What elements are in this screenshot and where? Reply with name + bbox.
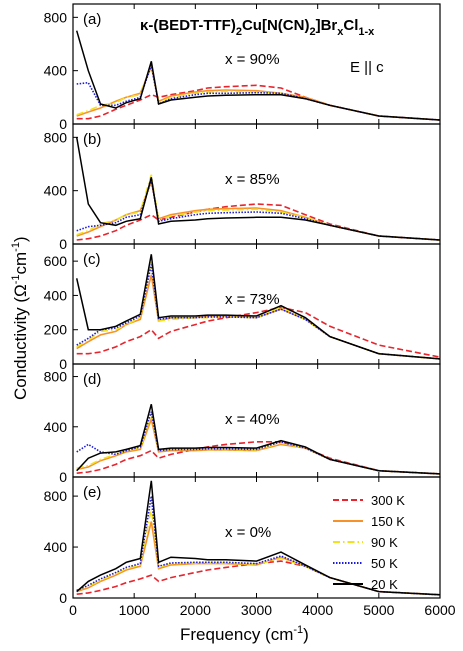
series-line-150k bbox=[76, 274, 441, 360]
series-line-300k bbox=[76, 560, 441, 596]
y-axis-title: Conductivity (Ω-1cm-1) bbox=[10, 236, 30, 400]
x-tick-label: 0 bbox=[69, 602, 77, 618]
panel-label: (a) bbox=[83, 11, 101, 28]
x-tick-label: 1000 bbox=[119, 602, 150, 618]
title-sub3: x bbox=[337, 26, 344, 38]
panel-2: 0 400 800 (b) x = 85% bbox=[44, 123, 441, 252]
y-tick-label: 800 bbox=[44, 129, 68, 145]
x-tick-label: 2000 bbox=[180, 602, 211, 618]
series-line-90k bbox=[76, 260, 441, 360]
title-sub2: 2 bbox=[309, 26, 315, 38]
y-tick-label: 0 bbox=[59, 469, 67, 485]
ylabel-end: ) bbox=[11, 236, 30, 242]
panel-x-label: x = 90% bbox=[225, 51, 280, 68]
figure-title: κ-(BEDT-TTF)2Cu[N(CN)2]BrxCl1-x bbox=[140, 17, 375, 38]
ylabel-sup2: -1 bbox=[10, 242, 22, 252]
title-sub1: 2 bbox=[236, 26, 242, 38]
legend-label: 150 K bbox=[371, 514, 405, 529]
series-line-300k bbox=[76, 84, 441, 121]
y-tick-label: 800 bbox=[44, 488, 68, 504]
legend-label: 300 K bbox=[371, 493, 405, 508]
title-mid3: Cl bbox=[343, 17, 358, 34]
series-line-300k bbox=[76, 440, 441, 475]
panel-x-label: x = 0% bbox=[225, 524, 271, 541]
y-tick-label: 0 bbox=[59, 116, 67, 132]
y-tick-label: 400 bbox=[44, 539, 68, 555]
x-tick-label: 6000 bbox=[424, 602, 455, 618]
series-line-50k bbox=[76, 264, 441, 360]
x-tick-label: 5000 bbox=[363, 602, 394, 618]
panel-1: 0 400 800 (a) x = 90% bbox=[44, 3, 441, 132]
series-line-150k bbox=[76, 178, 441, 241]
series-line-20k bbox=[75, 137, 441, 241]
x-tick-label: 4000 bbox=[302, 602, 333, 618]
y-tick-label: 400 bbox=[44, 63, 68, 79]
series-line-50k bbox=[76, 179, 441, 241]
y-tick-label: 0 bbox=[59, 590, 67, 606]
legend-label: 20 K bbox=[371, 577, 398, 592]
series-line-300k bbox=[76, 306, 441, 358]
title-mid2: ]Br bbox=[316, 17, 338, 34]
y-tick-label: 0 bbox=[59, 236, 67, 252]
x-axis-title: Frequency (cm-1) bbox=[180, 624, 309, 644]
panel-5: 0 400 800 (e) x = 0% bbox=[44, 476, 441, 606]
series-line-300k bbox=[76, 203, 441, 241]
y-tick-label: 400 bbox=[44, 287, 68, 303]
series-line-20k bbox=[75, 30, 441, 121]
panel-x-label: x = 85% bbox=[225, 171, 280, 188]
series-line-20k bbox=[75, 254, 441, 360]
y-tick-label: 600 bbox=[44, 253, 68, 269]
title-main: κ-(BEDT-TTF) bbox=[140, 17, 236, 34]
y-tick-label: 800 bbox=[44, 9, 68, 25]
series-line-90k bbox=[76, 174, 441, 241]
panel-label: (b) bbox=[83, 131, 101, 148]
y-tick-label: 200 bbox=[44, 322, 68, 338]
ylabel-main: Conductivity (Ω bbox=[11, 284, 30, 400]
ylabel-mid: cm bbox=[11, 252, 30, 275]
series-line-20k bbox=[76, 404, 441, 475]
xlabel-main: Frequency (cm bbox=[180, 625, 293, 644]
polarization-label: E || c bbox=[350, 59, 384, 76]
panel-label: (e) bbox=[83, 484, 101, 501]
y-tick-label: 400 bbox=[44, 183, 68, 199]
panel-label: (c) bbox=[83, 251, 101, 268]
xlabel-sup: -1 bbox=[293, 624, 303, 636]
series-line-150k bbox=[76, 64, 441, 121]
series-line-50k bbox=[76, 62, 441, 121]
y-tick-label: 800 bbox=[44, 369, 68, 385]
legend: 300 K 150 K 90 K 50 K 20 K bbox=[333, 493, 405, 592]
series-line-90k bbox=[76, 411, 441, 475]
y-tick-label: 400 bbox=[44, 419, 68, 435]
title-sub4: 1-x bbox=[358, 26, 375, 38]
panel-label: (d) bbox=[83, 371, 101, 388]
xlabel-end: ) bbox=[303, 625, 309, 644]
panel-x-label: x = 40% bbox=[225, 411, 280, 428]
series-line-50k bbox=[76, 495, 441, 596]
panel-x-label: x = 73% bbox=[225, 291, 280, 308]
series-line-20k bbox=[76, 480, 441, 596]
panel-4: 0 400 800 (d) x = 40% bbox=[44, 363, 441, 485]
ylabel-sup1: -1 bbox=[10, 275, 22, 285]
title-mid: Cu[N(CN) bbox=[242, 17, 309, 34]
y-tick-label: 0 bbox=[59, 356, 67, 372]
legend-label: 50 K bbox=[371, 556, 398, 571]
panel-3: 0 200 400 600 (c) x = 73% bbox=[44, 243, 441, 372]
legend-label: 90 K bbox=[371, 535, 398, 550]
x-tick-label: 3000 bbox=[241, 602, 272, 618]
